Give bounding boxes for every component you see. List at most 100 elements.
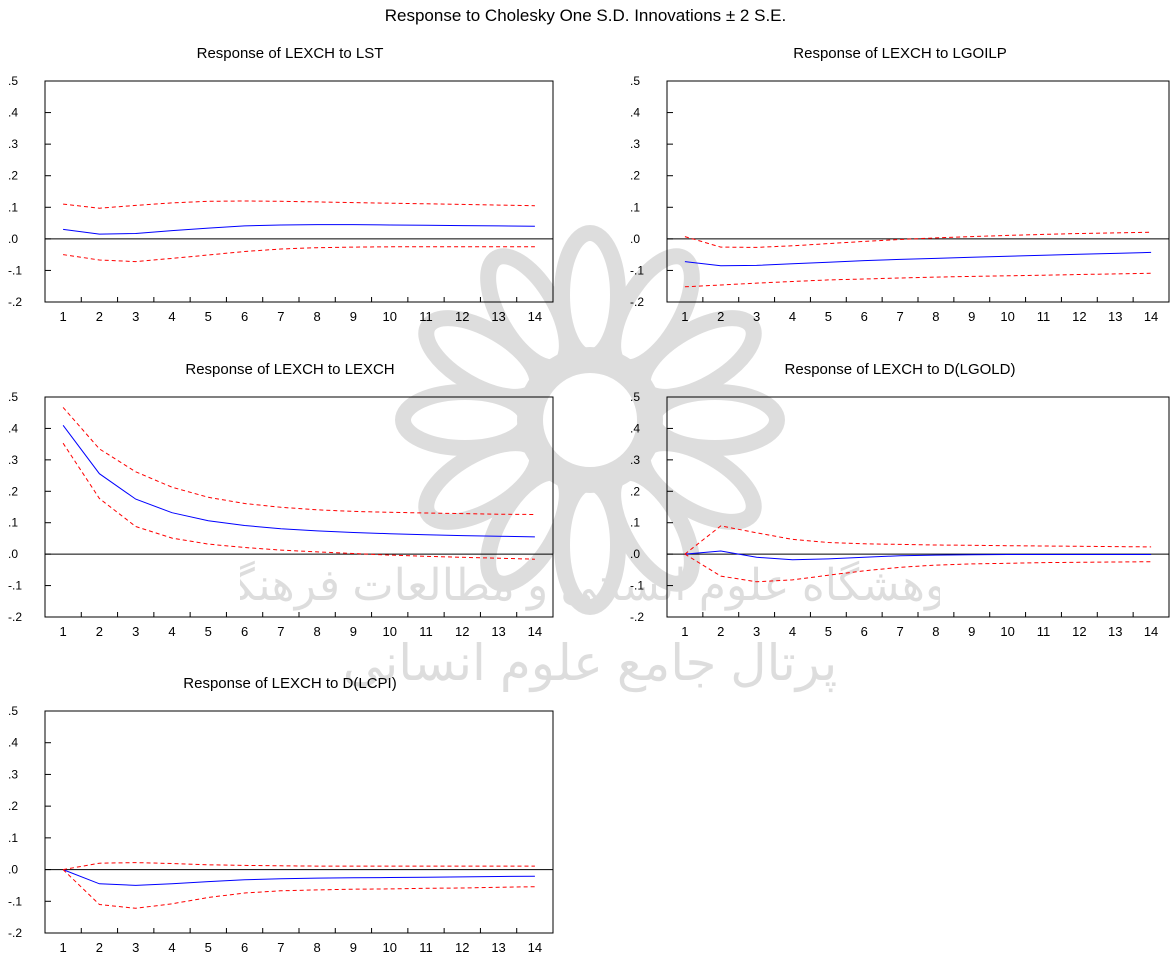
x-tick-label: 7 [277,309,284,324]
x-tick-label: 10 [1000,624,1014,639]
figure-title: Response to Cholesky One S.D. Innovation… [384,6,787,25]
x-tick-label: 8 [314,940,321,953]
y-tick-label: .3 [630,453,640,467]
x-tick-label: 14 [528,624,542,639]
x-tick-label: 12 [455,940,469,953]
x-tick-label: 8 [314,624,321,639]
x-tick-label: 8 [932,309,939,324]
y-tick-label: .5 [630,390,640,404]
y-tick-label: .2 [8,484,18,498]
response-line [684,550,1152,561]
x-tick-label: 1 [60,624,67,639]
x-tick-label: 2 [717,309,724,324]
y-tick-label: -.2 [630,295,644,309]
x-tick-label: 7 [277,940,284,953]
x-tick-label: 2 [96,309,103,324]
x-tick-label: 1 [60,309,67,324]
plot-frame [666,80,1170,303]
x-tick-label: 3 [132,309,139,324]
y-tick-label: .1 [8,831,18,845]
response-line [62,424,535,538]
x-tick-label: 8 [932,624,939,639]
plot-frame [44,80,554,303]
y-tick-label: -.2 [8,926,22,940]
x-tick-label: 6 [241,940,248,953]
upper-band-line [63,862,535,871]
x-tick-label: 13 [1108,624,1122,639]
lower-band-line [684,272,1152,288]
y-tick-label: .0 [630,232,640,246]
x-tick-label: 2 [717,624,724,639]
irf-panel-2: .5.4.3.2.1.0-.1-.21 2 3 4 5 6 7 8 9 10 11 12 13 14 [8,390,554,639]
x-tick-label: 4 [168,309,175,324]
x-tick-label: 1 [681,309,688,324]
upper-band-line [63,200,535,209]
x-tick-label: 4 [168,624,175,639]
panel-title-lexch: Response of LEXCH to LEXCH [185,361,395,378]
y-tick-label: .2 [630,169,640,183]
x-tick-label: 10 [382,309,396,324]
y-tick-label: .0 [630,547,640,561]
x-tick-label: 10 [382,624,396,639]
panel-title-dlcpi: Response of LEXCH to D(LCPI) [183,675,397,692]
response-line [63,224,535,235]
x-tick-label: 12 [455,624,469,639]
x-tick-label: 3 [753,309,760,324]
y-tick-label: .4 [8,421,18,435]
y-tick-label: .4 [8,106,18,120]
x-tick-label: 14 [528,309,542,324]
irf-panel-4: .5.4.3.2.1.0-.1-.21 2 3 4 5 6 7 8 9 10 11 12 13 14 [8,704,554,953]
x-tick-label: 4 [789,309,796,324]
y-tick-label: .4 [8,736,18,750]
y-tick-label: -.2 [630,610,644,624]
x-tick-label: 13 [491,624,505,639]
x-tick-label: 7 [896,624,903,639]
x-tick-label: 2 [96,940,103,953]
y-tick-label: .4 [630,106,640,120]
y-tick-label: -.1 [8,263,22,277]
panel-title-lst: Response of LEXCH to LST [196,45,384,62]
y-tick-label: .3 [630,137,640,151]
x-tick-label: 11 [419,624,433,639]
y-tick-label: .2 [8,799,18,813]
y-tick-label: .5 [8,74,18,88]
x-tick-label: 1 [60,940,67,953]
x-tick-label: 9 [968,309,975,324]
y-tick-label: .2 [630,484,640,498]
x-tick-label: 10 [382,940,396,953]
x-tick-label: 5 [825,309,832,324]
x-tick-label: 11 [419,309,433,324]
panel-title-dlgold: Response of LEXCH to D(LGOLD) [784,361,1016,378]
y-tick-label: -.2 [8,295,22,309]
y-tick-label: .1 [8,516,18,530]
x-tick-label: 11 [1037,309,1051,324]
upper-band-line [684,231,1152,248]
x-tick-label: 7 [277,624,284,639]
x-tick-label: 13 [1108,309,1122,324]
lower-band-line [63,246,535,263]
y-tick-label: -.2 [8,610,22,624]
x-tick-label: 3 [753,624,760,639]
x-tick-label: 13 [491,309,505,324]
upper-band-line [62,407,535,515]
y-tick-label: .1 [8,200,18,214]
y-tick-label: .0 [8,863,18,877]
y-tick-label: .5 [8,390,18,404]
x-tick-label: 14 [1144,624,1158,639]
y-tick-label: .3 [8,767,18,781]
x-tick-label: 5 [205,624,212,639]
y-tick-label: .5 [630,74,640,88]
y-tick-label: -.1 [8,894,22,908]
x-tick-label: 1 [681,624,688,639]
panel-title-lgoilp: Response of LEXCH to LGOILP [793,45,1007,62]
x-tick-label: 9 [350,309,357,324]
x-tick-label: 6 [241,624,248,639]
irf-panel-1: .5.4.3.2.1.0-.1-.21 2 3 4 5 6 7 8 9 10 11 12 13 14 [630,74,1170,324]
x-tick-label: 12 [1072,624,1086,639]
y-tick-label: .1 [630,200,640,214]
lower-band-line [62,442,535,560]
x-tick-label: 3 [132,624,139,639]
irf-panel-3: .5.4.3.2.1.0-.1-.21 2 3 4 5 6 7 8 9 10 11 12 13 14 [630,390,1170,639]
y-tick-label: -.1 [630,263,644,277]
